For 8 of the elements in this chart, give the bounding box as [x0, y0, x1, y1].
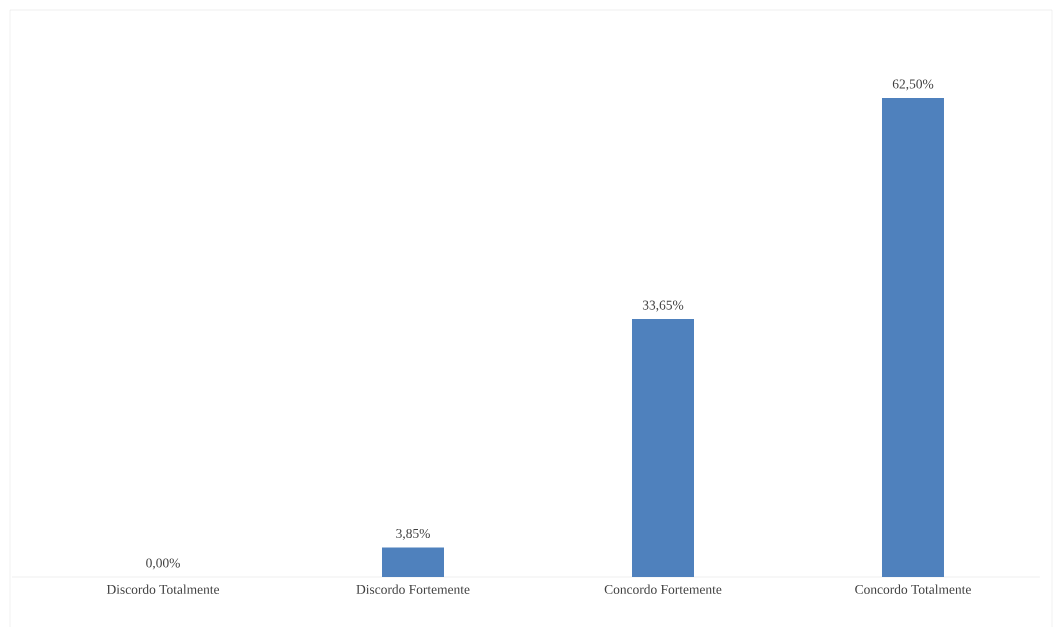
data-label: 3,85%	[396, 528, 430, 540]
x-tick-label: Concordo Fortemente	[604, 584, 722, 594]
data-label: 0,00%	[146, 558, 180, 570]
x-tick-label: Discordo Totalmente	[106, 584, 220, 594]
data-label: 33,65%	[642, 300, 684, 312]
x-tick-label: Concordo Totalmente	[855, 584, 971, 594]
x-tick-label: Discordo Fortemente	[356, 584, 470, 594]
data-label: 62,50%	[892, 79, 934, 91]
